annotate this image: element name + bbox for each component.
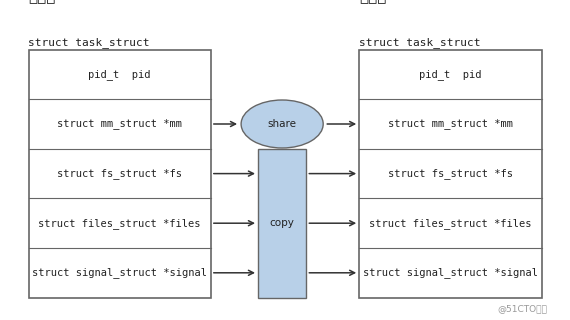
Text: struct mm_struct *mm: struct mm_struct *mm (57, 118, 182, 130)
Bar (28, 50, 211, 298)
Text: struct mm_struct *mm: struct mm_struct *mm (388, 118, 513, 130)
Text: pid_t  pid: pid_t pid (88, 69, 151, 80)
Text: struct signal_struct *signal: struct signal_struct *signal (32, 267, 207, 278)
Text: share: share (268, 119, 296, 129)
Text: struct task_struct: struct task_struct (359, 37, 481, 48)
Text: struct task_struct: struct task_struct (28, 37, 150, 48)
Text: struct signal_struct *signal: struct signal_struct *signal (363, 267, 538, 278)
Text: copy: copy (270, 218, 295, 228)
Text: struct files_struct *files: struct files_struct *files (369, 218, 532, 229)
Text: struct files_struct *files: struct files_struct *files (38, 218, 201, 229)
Text: pid_t  pid: pid_t pid (419, 69, 482, 80)
Text: 子进程: 子进程 (359, 0, 386, 4)
Text: struct fs_struct *fs: struct fs_struct *fs (57, 168, 182, 179)
Text: 父进程: 父进程 (28, 0, 56, 4)
Text: struct fs_struct *fs: struct fs_struct *fs (388, 168, 513, 179)
Bar (258, 149, 307, 298)
Ellipse shape (241, 100, 323, 148)
Text: @51CTO博客: @51CTO博客 (497, 305, 547, 314)
Bar (359, 50, 542, 298)
